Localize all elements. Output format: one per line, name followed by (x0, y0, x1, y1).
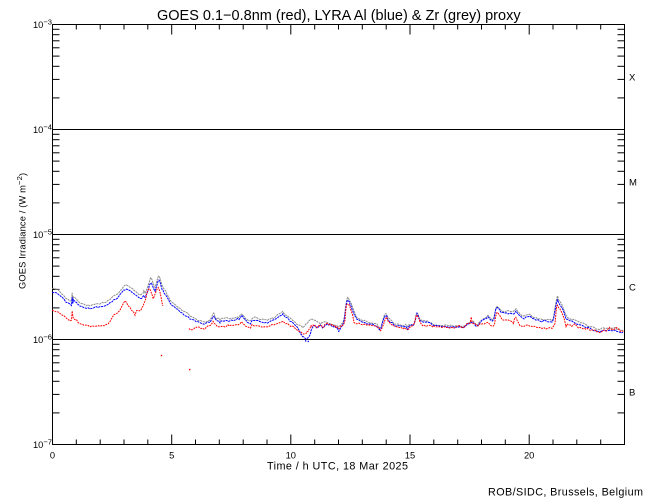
svg-text:20: 20 (524, 451, 534, 461)
svg-text:15: 15 (405, 451, 415, 461)
svg-text:GOES Irradiance / (W m−2): GOES Irradiance / (W m−2) (15, 173, 28, 289)
svg-text:C: C (629, 282, 636, 293)
svg-text:Time / h UTC, 18 Mar 2025: Time / h UTC, 18 Mar 2025 (267, 460, 408, 472)
svg-text:0: 0 (50, 451, 55, 461)
svg-text:B: B (629, 387, 635, 398)
svg-text:GOES 0.1−0.8nm (red), LYRA Al: GOES 0.1−0.8nm (red), LYRA Al (blue) & Z… (157, 8, 521, 24)
svg-text:X: X (629, 72, 636, 83)
svg-text:M: M (629, 177, 637, 188)
svg-text:5: 5 (169, 451, 174, 461)
svg-text:ROB/SIDC, Brussels, Belgium: ROB/SIDC, Brussels, Belgium (488, 486, 643, 498)
svg-text:10: 10 (286, 451, 296, 461)
